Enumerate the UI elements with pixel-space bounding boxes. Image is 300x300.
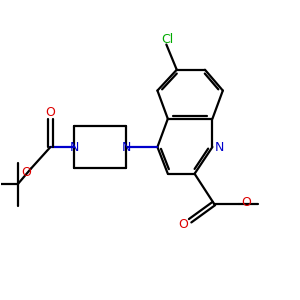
- Text: Cl: Cl: [161, 33, 173, 46]
- Text: N: N: [70, 141, 79, 154]
- Text: O: O: [178, 218, 188, 231]
- Text: N: N: [122, 141, 131, 154]
- Text: N: N: [214, 140, 224, 154]
- Text: O: O: [241, 196, 250, 208]
- Text: O: O: [21, 167, 31, 179]
- Text: O: O: [46, 106, 56, 119]
